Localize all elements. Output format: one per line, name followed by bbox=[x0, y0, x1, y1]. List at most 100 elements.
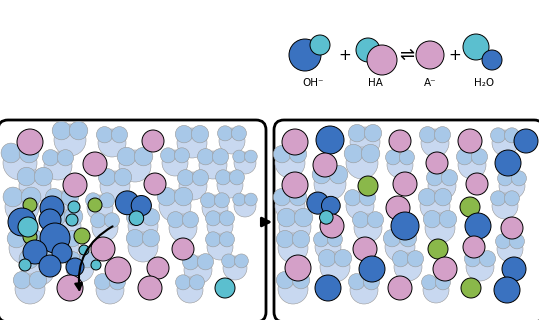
Circle shape bbox=[361, 144, 380, 163]
Circle shape bbox=[492, 130, 518, 156]
Circle shape bbox=[360, 190, 376, 206]
Circle shape bbox=[215, 193, 230, 208]
Circle shape bbox=[197, 254, 213, 270]
Circle shape bbox=[329, 165, 348, 184]
Circle shape bbox=[142, 208, 160, 226]
Circle shape bbox=[19, 259, 31, 271]
Circle shape bbox=[499, 173, 525, 199]
Circle shape bbox=[86, 193, 101, 208]
Circle shape bbox=[40, 223, 70, 253]
Circle shape bbox=[428, 172, 456, 200]
Circle shape bbox=[457, 148, 473, 165]
Circle shape bbox=[68, 201, 80, 213]
Circle shape bbox=[96, 127, 113, 143]
Circle shape bbox=[218, 126, 233, 141]
Circle shape bbox=[69, 121, 88, 140]
Circle shape bbox=[320, 214, 344, 238]
Circle shape bbox=[245, 150, 257, 163]
Circle shape bbox=[367, 45, 397, 75]
Circle shape bbox=[407, 251, 424, 267]
Circle shape bbox=[49, 210, 81, 242]
Circle shape bbox=[245, 193, 257, 206]
Circle shape bbox=[471, 148, 488, 165]
Circle shape bbox=[219, 211, 234, 226]
Circle shape bbox=[19, 249, 39, 269]
Circle shape bbox=[192, 170, 209, 186]
Circle shape bbox=[17, 129, 43, 155]
Circle shape bbox=[421, 129, 449, 157]
Circle shape bbox=[23, 240, 47, 264]
Circle shape bbox=[359, 256, 385, 282]
Circle shape bbox=[502, 257, 526, 281]
Circle shape bbox=[458, 151, 486, 179]
Circle shape bbox=[497, 171, 513, 186]
Circle shape bbox=[514, 129, 538, 153]
Circle shape bbox=[495, 234, 510, 249]
Circle shape bbox=[346, 147, 378, 179]
Circle shape bbox=[129, 211, 144, 226]
Circle shape bbox=[389, 130, 411, 152]
Circle shape bbox=[385, 232, 415, 262]
Circle shape bbox=[74, 228, 90, 244]
Circle shape bbox=[439, 211, 457, 228]
Circle shape bbox=[363, 274, 379, 290]
Circle shape bbox=[138, 276, 162, 300]
Circle shape bbox=[91, 213, 106, 228]
Circle shape bbox=[134, 147, 153, 166]
Circle shape bbox=[207, 213, 233, 239]
Circle shape bbox=[463, 236, 485, 258]
Circle shape bbox=[289, 188, 307, 206]
Circle shape bbox=[159, 190, 191, 222]
Circle shape bbox=[465, 213, 491, 239]
Circle shape bbox=[3, 187, 23, 207]
Circle shape bbox=[3, 146, 37, 180]
Circle shape bbox=[177, 277, 203, 303]
Text: ⇌: ⇌ bbox=[399, 46, 414, 64]
Circle shape bbox=[466, 173, 488, 195]
Text: H₂O: H₂O bbox=[474, 78, 494, 88]
Circle shape bbox=[142, 229, 160, 247]
Circle shape bbox=[383, 229, 400, 247]
Text: +: + bbox=[448, 47, 461, 62]
Circle shape bbox=[463, 34, 489, 60]
Circle shape bbox=[310, 35, 330, 55]
Circle shape bbox=[205, 232, 220, 247]
Circle shape bbox=[289, 39, 321, 71]
Circle shape bbox=[215, 278, 235, 298]
Circle shape bbox=[197, 148, 213, 165]
Text: +: + bbox=[338, 47, 351, 62]
Circle shape bbox=[39, 255, 61, 277]
Circle shape bbox=[334, 250, 351, 267]
Circle shape bbox=[292, 271, 310, 289]
Circle shape bbox=[348, 274, 365, 290]
Circle shape bbox=[1, 143, 21, 163]
Circle shape bbox=[201, 193, 216, 208]
Circle shape bbox=[501, 217, 523, 239]
Circle shape bbox=[34, 167, 53, 186]
Circle shape bbox=[128, 232, 158, 262]
Circle shape bbox=[207, 234, 233, 260]
Circle shape bbox=[66, 258, 84, 276]
Circle shape bbox=[175, 148, 190, 163]
Circle shape bbox=[205, 211, 220, 226]
Circle shape bbox=[426, 170, 443, 186]
Circle shape bbox=[217, 172, 243, 198]
Circle shape bbox=[17, 167, 36, 186]
Circle shape bbox=[191, 125, 209, 143]
Circle shape bbox=[45, 188, 63, 206]
Circle shape bbox=[368, 212, 384, 228]
Circle shape bbox=[21, 252, 55, 286]
Circle shape bbox=[441, 170, 458, 186]
Circle shape bbox=[157, 187, 176, 206]
Circle shape bbox=[434, 188, 452, 206]
Circle shape bbox=[348, 124, 365, 142]
Circle shape bbox=[44, 152, 72, 180]
Circle shape bbox=[350, 276, 378, 304]
Circle shape bbox=[219, 232, 234, 247]
Circle shape bbox=[52, 121, 71, 140]
Circle shape bbox=[176, 275, 191, 290]
Circle shape bbox=[275, 148, 305, 178]
Circle shape bbox=[458, 129, 482, 153]
Circle shape bbox=[50, 231, 66, 247]
Circle shape bbox=[161, 148, 176, 163]
